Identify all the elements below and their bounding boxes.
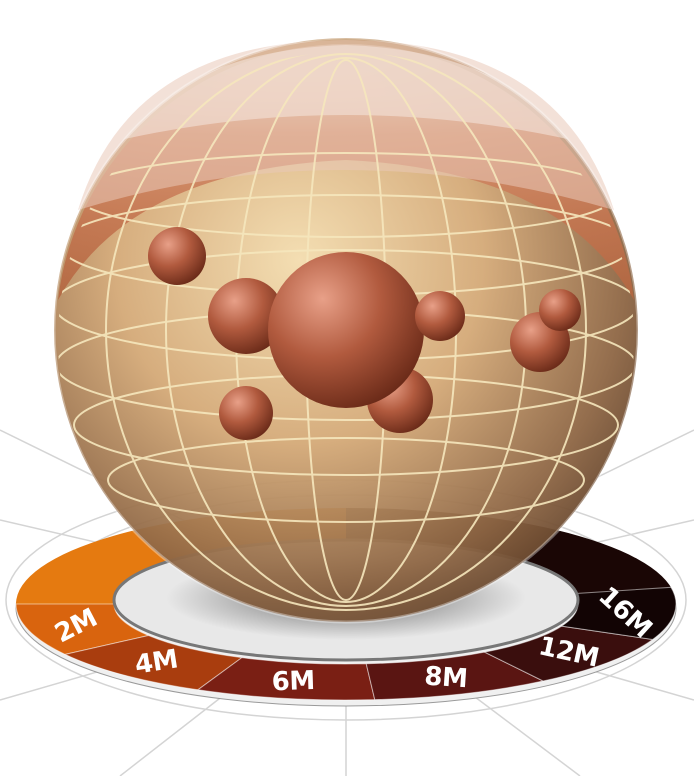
- bubble: [415, 291, 465, 341]
- globe-sphere: [54, 38, 638, 622]
- bubble: [219, 386, 273, 440]
- bubble: [148, 227, 206, 285]
- ring-segment-label: 6M: [271, 666, 315, 697]
- ring-segment-label: 8M: [423, 662, 468, 695]
- bubble-large: [268, 252, 424, 408]
- bubble: [539, 289, 581, 331]
